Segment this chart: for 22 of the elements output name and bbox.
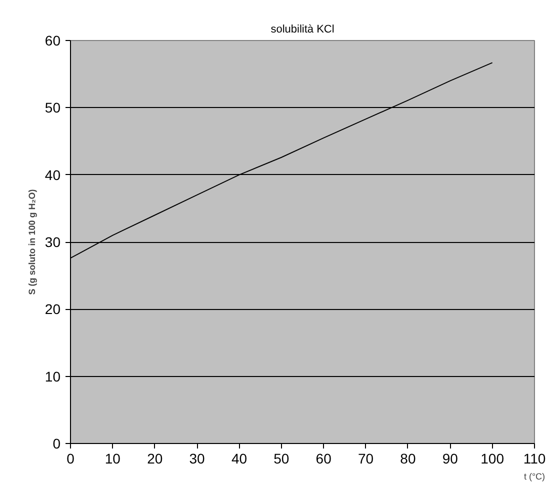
x-tick-label: 80 bbox=[400, 450, 416, 466]
x-tick-label: 30 bbox=[189, 450, 206, 466]
x-axis-title: t (°C) bbox=[524, 472, 546, 482]
y-tick-label: 60 bbox=[44, 32, 61, 48]
x-tick-label: 10 bbox=[104, 450, 121, 466]
y-tick-label: 40 bbox=[44, 166, 61, 183]
x-tick-label: 50 bbox=[274, 450, 290, 466]
y-tick-label: 20 bbox=[44, 301, 61, 318]
x-tick-label: 40 bbox=[231, 450, 248, 466]
x-tick-label: 90 bbox=[442, 450, 458, 466]
x-tick-label: 110 bbox=[523, 450, 546, 466]
chart-title: solubilità KCl bbox=[270, 24, 334, 36]
y-tick-label: 50 bbox=[44, 100, 61, 116]
x-tick-label: 70 bbox=[358, 450, 374, 466]
y-tick-label: 10 bbox=[44, 368, 61, 384]
x-tick-label: 60 bbox=[316, 450, 332, 466]
x-tick-label: 100 bbox=[480, 450, 504, 466]
x-tick-label: 20 bbox=[147, 450, 163, 466]
x-tick-label: 0 bbox=[66, 450, 75, 466]
y-tick-label: 0 bbox=[52, 436, 61, 452]
y-axis-title: S (g soluto in 100 g H₂O) bbox=[26, 189, 37, 295]
y-tick-label: 30 bbox=[44, 234, 61, 250]
